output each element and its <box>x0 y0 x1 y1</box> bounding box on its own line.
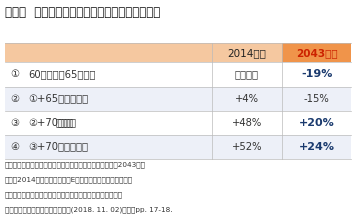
Bar <box>5 62 211 86</box>
Bar <box>282 62 351 86</box>
Bar <box>282 86 351 111</box>
Bar <box>5 111 211 135</box>
Text: +48%: +48% <box>232 117 262 128</box>
Text: （注１）下記資料の「改定後水準」の値を利用。すなわち2043年度: （注１）下記資料の「改定後水準」の値を利用。すなわち2043年度 <box>5 162 146 168</box>
Text: ③: ③ <box>10 117 19 128</box>
Text: +52%: +52% <box>232 142 262 152</box>
Bar <box>211 111 282 135</box>
Text: （資料）社会保障審議会年金部会(2018. 11. 02)資料，pp. 17-18.: （資料）社会保障審議会年金部会(2018. 11. 02)資料，pp. 17-1… <box>5 206 172 213</box>
Text: 2043年度: 2043年度 <box>296 48 337 58</box>
Bar <box>282 43 351 62</box>
Text: 60歳退職・65歳受給: 60歳退職・65歳受給 <box>28 70 95 79</box>
Bar <box>5 86 211 111</box>
Bar <box>211 135 282 159</box>
Text: 図表１  継続就労や繰り下げ受給による年金増加: 図表１ 継続就労や繰り下げ受給による年金増加 <box>5 6 160 19</box>
Text: ①: ① <box>10 70 19 79</box>
Bar <box>5 43 211 62</box>
Bar <box>211 43 282 62</box>
Text: は、2014年財政検証の経済Eのケースで、将来の年金額を: は、2014年財政検証の経済Eのケースで、将来の年金額を <box>5 177 133 183</box>
Text: 賃金上昇率で現在の価値に換算して計算したことに相当。: 賃金上昇率で現在の価値に換算して計算したことに相当。 <box>5 191 123 198</box>
Bar <box>211 62 282 86</box>
Text: -15%: -15% <box>304 94 330 104</box>
Text: +20%: +20% <box>299 117 335 128</box>
Bar <box>282 135 351 159</box>
Text: +24%: +24% <box>299 142 335 152</box>
Text: ①+65歳まで就労: ①+65歳まで就労 <box>28 94 88 104</box>
Text: ②+70歳まで: ②+70歳まで <box>28 117 76 128</box>
Text: （基準）: （基準） <box>235 70 259 79</box>
Bar <box>211 86 282 111</box>
Text: 2014年度: 2014年度 <box>227 48 266 58</box>
Text: -19%: -19% <box>301 70 333 79</box>
Bar <box>282 111 351 135</box>
Text: ③+70歳まで就労: ③+70歳まで就労 <box>28 142 88 152</box>
Text: 繰下げ: 繰下げ <box>56 117 73 128</box>
Bar <box>5 135 211 159</box>
Text: ④: ④ <box>10 142 19 152</box>
Text: +4%: +4% <box>235 94 259 104</box>
Text: ②: ② <box>10 94 19 104</box>
